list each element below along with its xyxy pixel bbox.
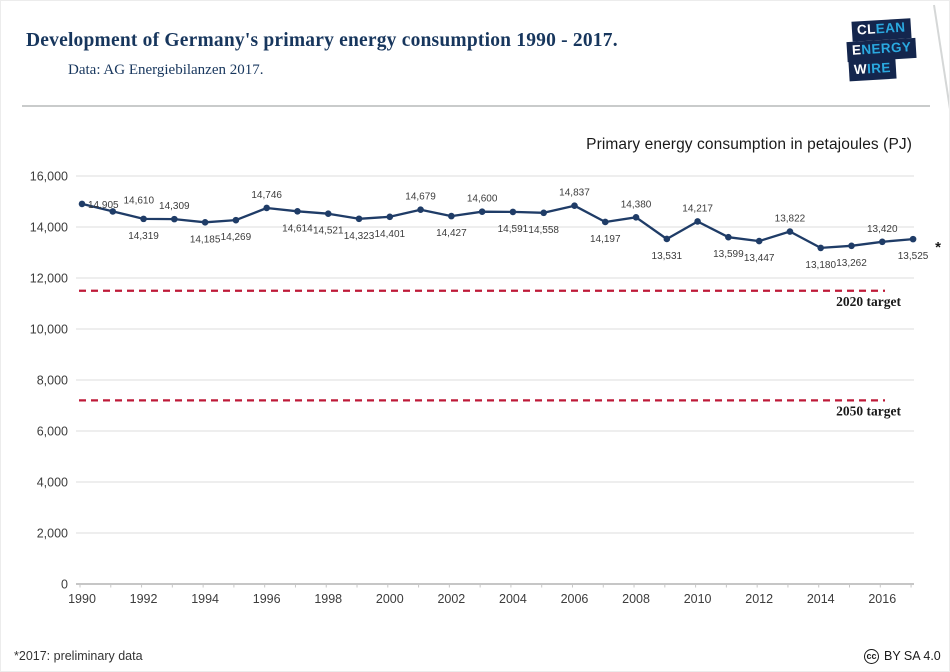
x-axis-tick-label: 1998	[314, 592, 342, 606]
data-point-marker	[755, 237, 763, 245]
x-axis-tick-label: 2008	[622, 592, 650, 606]
x-axis-tick-label: 2000	[376, 592, 404, 606]
data-point-marker	[324, 210, 332, 218]
data-point-marker	[448, 212, 455, 220]
data-point-marker	[817, 244, 825, 252]
preliminary-asterisk: *	[935, 239, 941, 256]
data-point-marker	[632, 214, 640, 221]
data-label: 14,319	[128, 231, 159, 242]
x-axis-tick-label: 2012	[745, 592, 773, 606]
data-point-marker	[232, 216, 240, 224]
data-point-marker	[109, 208, 117, 215]
data-label: 14,614	[282, 223, 313, 234]
data-point-marker	[417, 206, 424, 213]
y-axis-tick-label: 0	[61, 578, 68, 592]
header-divider	[22, 105, 930, 107]
data-label: 14,610	[123, 195, 154, 206]
data-label: 14,185	[190, 234, 221, 245]
y-axis-tick-label: 8,000	[37, 374, 68, 388]
page-title: Development of Germany's primary energy …	[26, 30, 618, 51]
data-label: 13,599	[713, 249, 744, 260]
data-label: 14,746	[251, 190, 282, 201]
y-axis-tick-label: 10,000	[30, 323, 68, 337]
data-label: 14,427	[436, 228, 467, 239]
data-label: 14,521	[313, 226, 344, 237]
data-label: 14,217	[682, 203, 713, 214]
data-label: 13,262	[836, 258, 867, 269]
data-point-marker	[909, 235, 917, 243]
data-point-marker	[140, 215, 147, 223]
x-axis-tick-label: 1996	[253, 592, 281, 606]
data-label: 14,591	[498, 224, 529, 235]
data-point-marker	[694, 218, 701, 225]
data-label: 14,679	[405, 192, 436, 203]
y-axis-tick-label: 16,000	[30, 170, 68, 184]
data-point-marker	[171, 215, 178, 223]
x-axis-tick-label: 1992	[130, 592, 158, 606]
data-point-marker	[786, 228, 794, 235]
data-label: 13,531	[652, 251, 683, 262]
data-point-marker	[663, 235, 671, 243]
x-axis-tick-label: 2014	[807, 592, 835, 606]
chart-title: Primary energy consumption in petajoules…	[586, 136, 912, 153]
data-label: 13,420	[867, 224, 898, 235]
y-axis-tick-label: 2,000	[37, 527, 68, 541]
line-series	[80, 202, 915, 250]
data-label: 14,600	[467, 194, 498, 205]
data-point-marker	[201, 218, 209, 226]
data-point-marker	[878, 238, 886, 246]
data-label: 14,558	[528, 225, 559, 236]
preliminary-data-footnote: *2017: preliminary data	[14, 649, 143, 663]
data-label: 14,905	[88, 200, 119, 211]
data-point-marker	[848, 242, 855, 250]
license-badge: cc BY SA 4.0	[864, 646, 941, 666]
data-label: 14,837	[559, 188, 590, 199]
data-point-marker	[725, 233, 732, 241]
data-label: 14,197	[590, 234, 621, 245]
x-axis-tick-label: 2004	[499, 592, 527, 606]
data-point-marker	[478, 208, 486, 215]
data-point-marker	[571, 202, 578, 209]
data-point-marker	[294, 208, 301, 215]
target-label: 2050 target	[836, 403, 901, 418]
data-label: 14,309	[159, 201, 190, 212]
creative-commons-icon: cc	[864, 648, 879, 664]
x-axis-tick-label: 2016	[868, 592, 896, 606]
data-point-marker	[78, 200, 86, 208]
y-axis-tick-label: 4,000	[37, 476, 68, 490]
target-label: 2020 target	[836, 294, 901, 309]
x-axis-tick-label: 2010	[684, 592, 712, 606]
data-label: 14,380	[621, 199, 652, 210]
x-axis-tick-label: 1990	[68, 592, 96, 606]
data-point-marker	[509, 208, 517, 216]
x-axis-tick-label: 2006	[561, 592, 589, 606]
data-label: 13,822	[775, 214, 806, 225]
y-axis-tick-label: 12,000	[30, 272, 68, 286]
data-label: 14,269	[221, 232, 252, 243]
data-point-marker	[355, 215, 363, 223]
y-axis-tick-label: 14,000	[30, 221, 68, 235]
data-point-marker	[386, 213, 394, 221]
data-label: 14,323	[344, 231, 375, 242]
data-label: 13,180	[805, 260, 836, 271]
license-label: BY SA 4.0	[884, 649, 941, 663]
y-axis-tick-label: 6,000	[37, 425, 68, 439]
data-label: 13,525	[898, 251, 929, 262]
data-label: 14,401	[375, 229, 406, 240]
data-point-marker	[601, 218, 609, 226]
x-axis-tick-label: 1994	[191, 592, 219, 606]
data-source-subtitle: Data: AG Energiebilanzen 2017.	[68, 62, 264, 78]
x-axis-tick-label: 2002	[437, 592, 465, 606]
data-point-marker	[263, 204, 270, 212]
data-label: 13,447	[744, 253, 775, 264]
data-point-marker	[540, 209, 547, 217]
